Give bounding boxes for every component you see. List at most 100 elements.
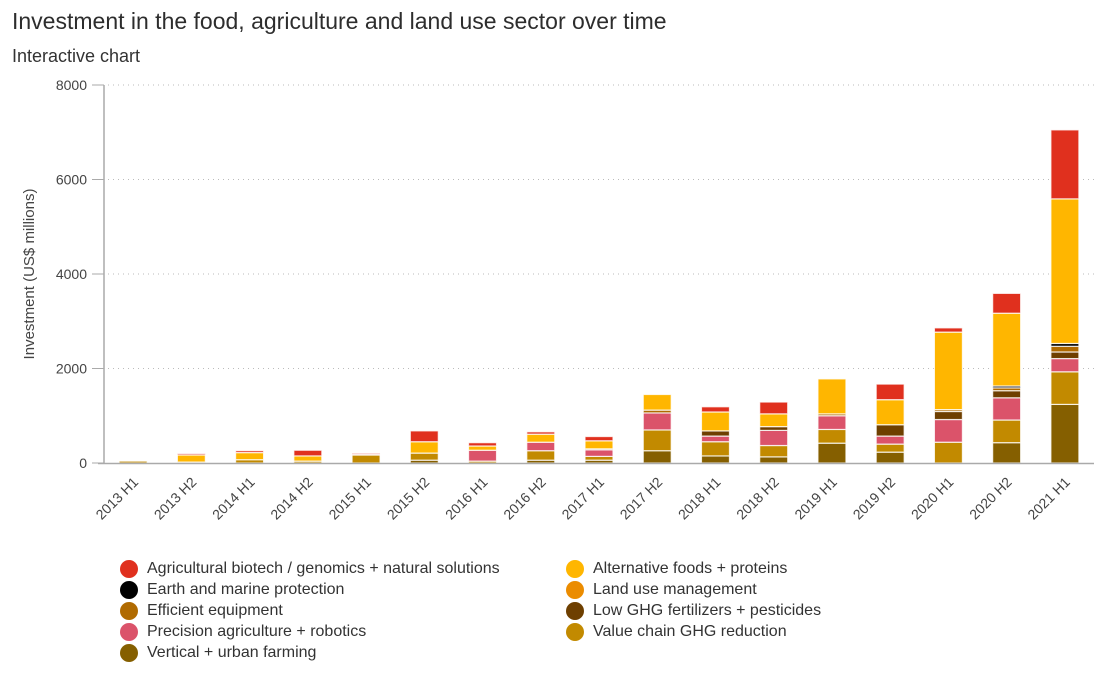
bar-segment[interactable] xyxy=(992,442,1022,464)
bar-segment[interactable] xyxy=(642,450,672,464)
bar-segment[interactable] xyxy=(526,450,556,461)
bar-stack[interactable] xyxy=(409,430,439,464)
bar-stack[interactable] xyxy=(992,292,1022,464)
bar-segment[interactable] xyxy=(293,455,323,462)
bar-segment[interactable] xyxy=(817,415,847,431)
bar-segment[interactable] xyxy=(1050,129,1080,200)
bar-segment[interactable] xyxy=(933,410,964,421)
bar-segment[interactable] xyxy=(933,331,964,411)
bar-segment[interactable] xyxy=(1050,403,1080,464)
legend-item[interactable]: Precision agriculture + robotics xyxy=(120,621,566,642)
bar-segment[interactable] xyxy=(526,431,556,435)
bar-segment[interactable] xyxy=(875,435,905,445)
bar-stack[interactable] xyxy=(234,450,265,464)
bar-segment[interactable] xyxy=(759,444,789,458)
legend-swatch-icon xyxy=(120,622,138,641)
bar-stack[interactable] xyxy=(467,442,498,464)
legend-item[interactable]: Alternative foods + proteins xyxy=(566,558,866,579)
bar-segment[interactable] xyxy=(992,390,1022,399)
legend-item[interactable]: Land use management xyxy=(566,579,866,600)
x-tick-label: 2014 H2 xyxy=(267,474,316,523)
bar-segment[interactable] xyxy=(700,435,731,443)
bar-segment[interactable] xyxy=(700,455,731,464)
bar-segment[interactable] xyxy=(584,435,614,442)
bar-stack[interactable] xyxy=(1050,129,1080,464)
bar-stack[interactable] xyxy=(351,452,381,464)
bar-segment[interactable] xyxy=(875,424,905,437)
bar-segment[interactable] xyxy=(817,378,847,415)
legend-item[interactable]: Low GHG fertilizers + pesticides xyxy=(566,600,866,621)
bar-segment[interactable] xyxy=(234,450,265,454)
bar-segment[interactable] xyxy=(875,399,905,426)
legend-item[interactable]: Agricultural biotech / genomics + natura… xyxy=(120,558,566,579)
bar-segment[interactable] xyxy=(409,441,439,454)
bar-segment[interactable] xyxy=(700,430,731,437)
bar-segment[interactable] xyxy=(642,393,672,411)
bar-stack[interactable] xyxy=(176,452,206,464)
bar-segment[interactable] xyxy=(176,452,206,456)
bar-segment[interactable] xyxy=(700,406,731,413)
bar-segment[interactable] xyxy=(642,412,672,431)
bar-segment[interactable] xyxy=(1050,351,1080,360)
bar-segment[interactable] xyxy=(759,401,789,415)
bar-stack[interactable] xyxy=(642,393,672,464)
bar-segment[interactable] xyxy=(118,460,148,464)
bar-segment[interactable] xyxy=(875,443,905,453)
bar-segment[interactable] xyxy=(817,428,847,444)
bar-segment[interactable] xyxy=(467,449,498,462)
bar-segment[interactable] xyxy=(992,419,1022,444)
legend-item[interactable]: Vertical + urban farming xyxy=(120,642,566,663)
bar-segment[interactable] xyxy=(467,442,498,447)
bar-segment[interactable] xyxy=(234,452,265,461)
bar-segment[interactable] xyxy=(933,418,964,443)
legend-item[interactable]: Efficient equipment xyxy=(120,600,566,621)
bar-segment[interactable] xyxy=(526,441,556,452)
bar-stack[interactable] xyxy=(118,460,148,464)
bar-segment[interactable] xyxy=(467,445,498,451)
bar-segment[interactable] xyxy=(584,440,614,450)
bar-segment[interactable] xyxy=(700,441,731,457)
legend-item[interactable]: Value chain GHG reduction xyxy=(566,621,866,642)
gridlines xyxy=(108,84,1094,369)
bars xyxy=(118,129,1080,464)
bar-segment[interactable] xyxy=(992,312,1022,387)
legend-item[interactable]: Earth and marine protection xyxy=(120,579,566,600)
bar-segment[interactable] xyxy=(992,397,1022,421)
bar-segment[interactable] xyxy=(409,452,439,461)
bar-segment[interactable] xyxy=(759,456,789,464)
bar-segment[interactable] xyxy=(526,433,556,443)
x-tick-label: 2013 H1 xyxy=(92,474,141,523)
bar-stack[interactable] xyxy=(584,435,614,464)
x-tick-label: 2020 H1 xyxy=(908,474,957,523)
bar-stack[interactable] xyxy=(875,383,905,464)
bar-segment[interactable] xyxy=(759,413,789,428)
bar-segment[interactable] xyxy=(700,411,731,432)
bar-segment[interactable] xyxy=(351,454,381,464)
legend-swatch-icon xyxy=(566,622,584,641)
bar-stack[interactable] xyxy=(293,449,323,464)
bar-stack[interactable] xyxy=(759,401,789,464)
bar-segment[interactable] xyxy=(176,454,206,463)
bar-stack[interactable] xyxy=(700,406,731,464)
bar-segment[interactable] xyxy=(293,449,323,457)
bar-segment[interactable] xyxy=(409,430,439,443)
bar-segment[interactable] xyxy=(1050,345,1080,353)
bar-segment[interactable] xyxy=(1050,357,1080,373)
bar-segment[interactable] xyxy=(817,442,847,464)
bar-segment[interactable] xyxy=(584,449,614,457)
x-tick-label: 2021 H1 xyxy=(1024,474,1073,523)
bar-segment[interactable] xyxy=(875,383,905,401)
bar-segment[interactable] xyxy=(642,429,672,452)
bar-segment[interactable] xyxy=(351,452,381,455)
bar-stack[interactable] xyxy=(526,431,556,464)
bar-segment[interactable] xyxy=(1050,198,1080,345)
bar-segment[interactable] xyxy=(933,327,964,333)
bar-stack[interactable] xyxy=(817,378,847,464)
bar-segment[interactable] xyxy=(1050,371,1080,406)
bar-stack[interactable] xyxy=(933,327,964,464)
bar-segment[interactable] xyxy=(992,292,1022,314)
bar-segment[interactable] xyxy=(933,441,964,464)
bar-segment[interactable] xyxy=(759,429,789,447)
bar-segment[interactable] xyxy=(875,451,905,464)
x-axis: 2013 H1 2013 H2 2014 H1 2014 H2 2015 H1 2015 … xyxy=(92,462,1094,523)
